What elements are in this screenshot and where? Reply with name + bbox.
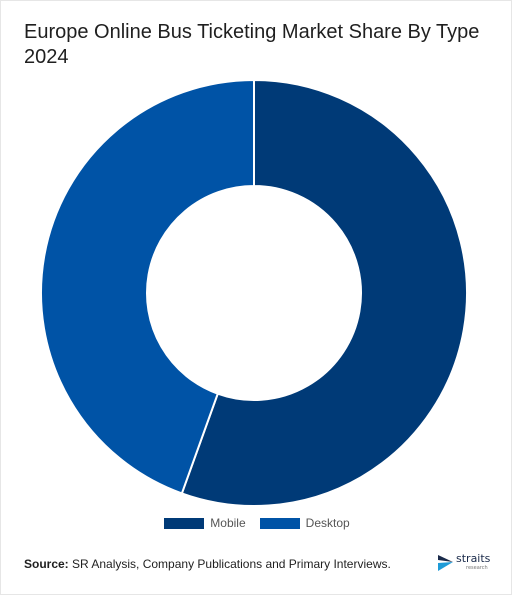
logo-wordmark: straits [456,552,491,565]
donut-slices [40,78,468,507]
legend-item-desktop[interactable]: Desktop [259,516,350,530]
legend-label-mobile: Mobile [210,516,246,530]
source-note: Source: SR Analysis, Company Publication… [24,557,391,571]
logo-subtext: research [466,565,488,571]
logo-arrow-icon [438,555,453,571]
legend-label-desktop: Desktop [305,516,350,530]
donut-slice-mobile[interactable] [180,78,468,507]
legend-swatch-desktop [259,517,300,529]
legend-swatch-mobile [164,517,205,529]
source-label: Source: [24,557,69,571]
legend-item-mobile[interactable]: Mobile [164,516,246,530]
chart-title: Europe Online Bus Ticketing Market Share… [24,21,480,68]
straits-research-logo: straits research [436,550,498,574]
source-text: SR Analysis, Company Publications and Pr… [68,557,391,571]
chart-legend: Mobile Desktop [0,516,514,530]
donut-slice-desktop[interactable] [40,78,255,495]
